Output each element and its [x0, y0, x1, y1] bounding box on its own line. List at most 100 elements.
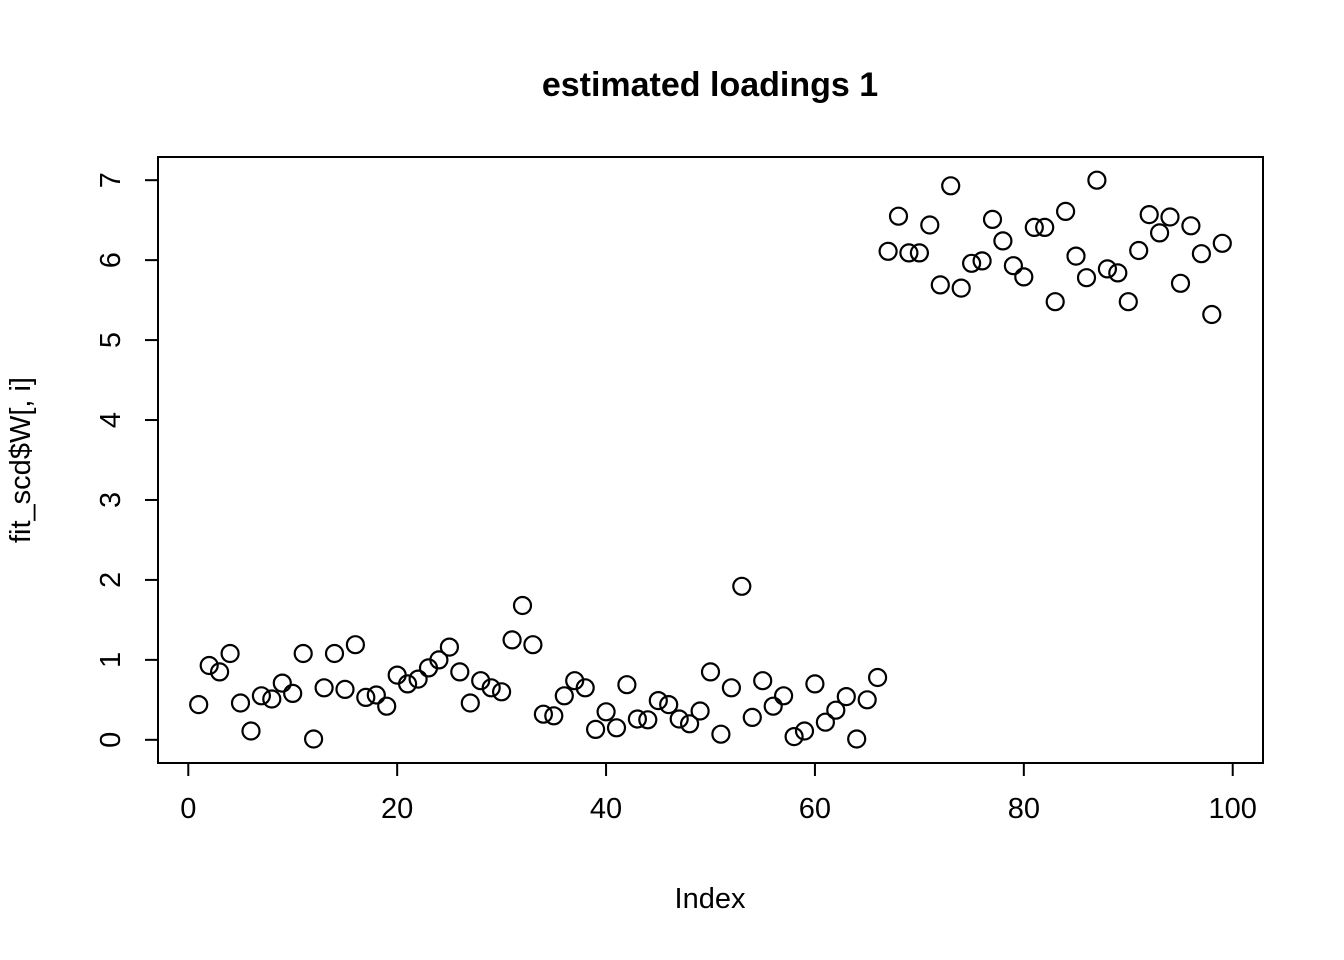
data-point	[982, 209, 1003, 229]
y-axis-ticks: 0 1 2 3 4 5 6 7	[95, 172, 158, 748]
data-point	[356, 687, 376, 708]
data-point	[1149, 223, 1170, 243]
data-point	[1076, 268, 1097, 288]
y-tick-label: 5	[95, 332, 127, 348]
data-point	[575, 678, 595, 698]
x-tick-label: 100	[1209, 793, 1257, 825]
data-point	[471, 671, 491, 691]
data-point	[763, 696, 783, 716]
x-tick-label: 60	[799, 793, 831, 825]
data-point	[690, 701, 710, 721]
data-point	[1212, 233, 1232, 253]
y-tick-label: 2	[95, 572, 127, 588]
data-point	[533, 704, 554, 724]
x-tick-label: 0	[180, 793, 196, 825]
data-point	[272, 673, 292, 693]
data-point	[836, 686, 856, 707]
data-point	[544, 706, 564, 726]
data-point	[617, 675, 637, 695]
data-point	[1066, 246, 1086, 266]
data-point	[377, 696, 397, 716]
data-point	[492, 682, 512, 702]
data-point	[826, 700, 846, 720]
data-point	[1139, 205, 1159, 225]
data-point	[993, 231, 1013, 251]
data-point	[460, 693, 480, 713]
data-point	[909, 243, 930, 263]
data-point	[1202, 304, 1222, 325]
data-point	[1003, 256, 1024, 276]
data-point	[951, 278, 971, 298]
data-point	[220, 643, 240, 664]
data-point	[700, 662, 721, 682]
data-point	[721, 678, 742, 698]
x-axis-label: Index	[675, 883, 746, 915]
data-point	[304, 729, 324, 749]
data-point	[408, 669, 428, 689]
data-point	[669, 709, 689, 729]
y-tick-label: 3	[95, 492, 127, 508]
data-point	[523, 635, 543, 655]
data-point	[627, 709, 648, 729]
data-point	[1160, 207, 1180, 227]
y-tick-label: 7	[95, 172, 127, 188]
data-point	[1108, 263, 1128, 283]
data-point	[867, 667, 888, 688]
data-point	[888, 206, 909, 226]
data-point	[679, 714, 700, 734]
data-point	[387, 665, 407, 685]
data-point	[847, 729, 867, 749]
data-point	[554, 686, 574, 706]
data-point	[638, 710, 658, 730]
data-point	[1055, 201, 1076, 221]
data-point	[972, 251, 992, 271]
data-point	[230, 693, 251, 713]
data-point	[439, 637, 459, 657]
data-point	[1181, 216, 1201, 236]
data-point	[565, 671, 585, 691]
data-point	[1035, 217, 1055, 237]
data-point	[596, 702, 616, 722]
data-point	[324, 643, 345, 664]
data-point	[251, 686, 271, 706]
x-tick-label: 80	[1008, 793, 1040, 825]
y-tick-label: 1	[95, 652, 127, 668]
data-point	[314, 678, 334, 698]
data-point	[961, 253, 982, 273]
data-point	[199, 655, 219, 676]
data-point	[293, 643, 313, 664]
data-point	[429, 650, 449, 670]
y-tick-label: 6	[95, 252, 127, 268]
plot-area-border	[157, 156, 1264, 764]
data-point	[1129, 240, 1149, 261]
y-tick-label: 4	[95, 412, 127, 428]
data-point	[512, 595, 533, 616]
data-point	[732, 576, 752, 596]
data-point	[1097, 259, 1118, 279]
data-point	[366, 685, 386, 705]
data-point	[784, 726, 804, 747]
data-point	[815, 712, 836, 732]
data-point	[899, 243, 919, 263]
data-point	[1045, 292, 1065, 312]
data-points	[189, 170, 1232, 749]
chart-title: estimated loadings 1	[542, 66, 878, 104]
data-point	[262, 689, 282, 709]
data-point	[1118, 292, 1138, 312]
data-point	[742, 707, 762, 728]
data-point	[878, 241, 898, 261]
data-point	[283, 683, 303, 704]
data-point	[585, 719, 606, 740]
data-point	[345, 635, 365, 655]
y-tick-label: 0	[95, 732, 127, 748]
data-point	[1024, 217, 1044, 237]
data-point	[450, 662, 470, 682]
data-point	[398, 674, 418, 694]
x-axis-ticks: 0 20 40 60 80 100	[180, 763, 1257, 825]
x-tick-label: 40	[590, 793, 622, 825]
data-point	[606, 718, 627, 738]
data-point	[1191, 244, 1212, 264]
data-point	[1170, 273, 1191, 293]
data-point	[805, 674, 825, 694]
